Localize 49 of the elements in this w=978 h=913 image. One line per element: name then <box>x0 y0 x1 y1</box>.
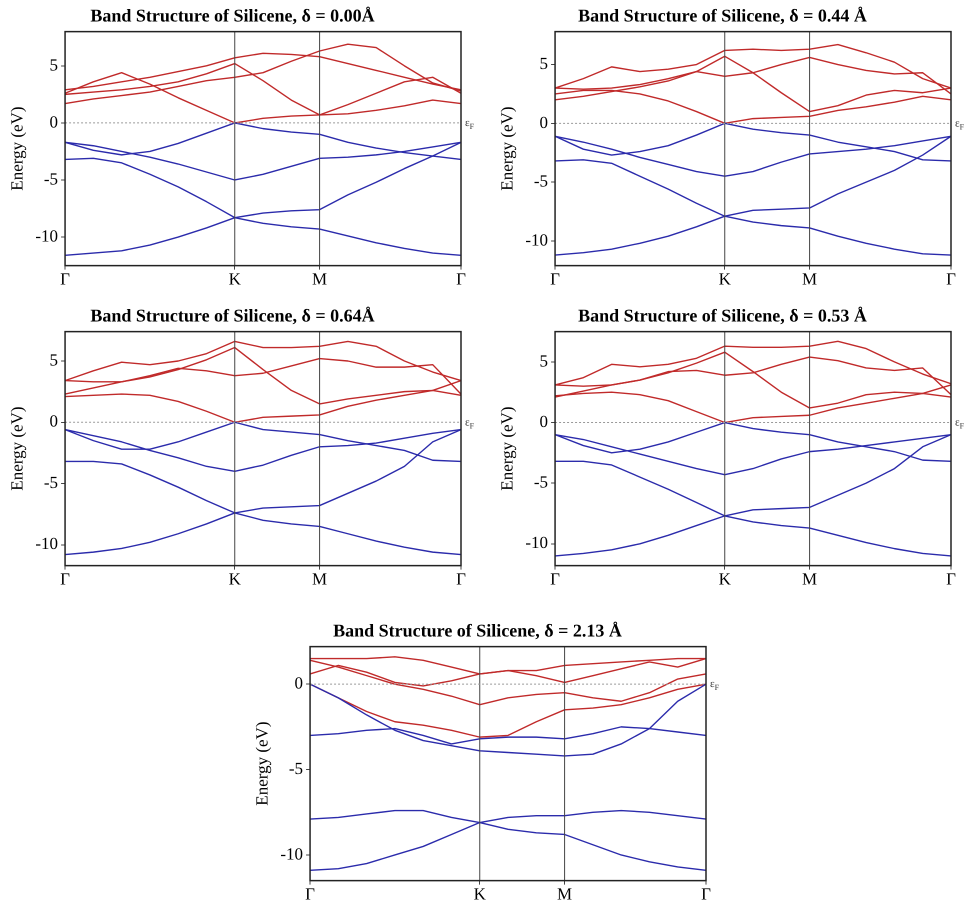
y-tick-label: -5 <box>288 759 304 778</box>
chart-title: Band Structure of Silicene, δ = 0.64Å <box>90 305 375 326</box>
x-tick-label: Γ <box>550 569 560 588</box>
x-tick-label: M <box>312 569 328 588</box>
x-tick-label: M <box>312 269 328 288</box>
y-tick-label: 0 <box>50 112 58 132</box>
y-axis-title: Energy (eV) <box>498 106 517 191</box>
y-tick-label: 0 <box>50 412 58 431</box>
y-tick-label: -5 <box>534 472 548 492</box>
y-tick-label: -10 <box>525 230 548 250</box>
x-tick-label: M <box>802 569 818 588</box>
y-tick-label: 5 <box>50 350 58 370</box>
x-tick-label: M <box>557 884 572 904</box>
x-tick-label: Γ <box>946 269 956 288</box>
chart-title: Band Structure of Silicene, δ = 0.44 Å <box>578 5 867 26</box>
y-axis-title: Energy (eV) <box>8 406 27 491</box>
y-axis-title: Energy (eV) <box>252 722 272 806</box>
x-tick-label: Γ <box>305 884 316 904</box>
x-tick-label: M <box>802 269 818 288</box>
y-tick-label: -5 <box>44 472 58 492</box>
y-tick-label: -5 <box>534 172 548 191</box>
chart-title: Band Structure of Silicene, δ = 0.53 Å <box>578 305 867 326</box>
chart-title: Band Structure of Silicene, δ = 0.00Å <box>90 5 375 26</box>
y-tick-label: 5 <box>540 54 548 73</box>
x-tick-label: Γ <box>946 569 956 588</box>
y-tick-label: 0 <box>294 674 304 693</box>
x-tick-label: Γ <box>60 269 70 288</box>
y-tick-label: 0 <box>540 412 548 431</box>
y-tick-label: 0 <box>540 112 548 132</box>
y-axis-title: Energy (eV) <box>498 406 517 491</box>
y-axis-title: Energy (eV) <box>8 106 27 191</box>
y-tick-label: -10 <box>280 844 304 864</box>
x-tick-label: Γ <box>550 269 560 288</box>
y-tick-label: -10 <box>35 534 58 554</box>
x-tick-label: K <box>718 569 732 588</box>
y-tick-label: 5 <box>540 351 548 370</box>
y-tick-label: 5 <box>50 55 58 74</box>
x-tick-label: K <box>718 269 732 288</box>
chart-title: Band Structure of Silicene, δ = 2.13 Å <box>333 620 622 640</box>
x-tick-label: Γ <box>456 269 466 288</box>
x-tick-label: Γ <box>456 569 466 588</box>
x-tick-label: K <box>474 884 487 904</box>
x-tick-label: K <box>228 269 242 288</box>
y-tick-label: -10 <box>35 226 58 246</box>
y-tick-label: -10 <box>525 533 548 552</box>
x-tick-label: K <box>228 569 242 588</box>
y-tick-label: -5 <box>44 169 58 188</box>
x-tick-label: Γ <box>701 884 712 904</box>
x-tick-label: Γ <box>60 569 70 588</box>
